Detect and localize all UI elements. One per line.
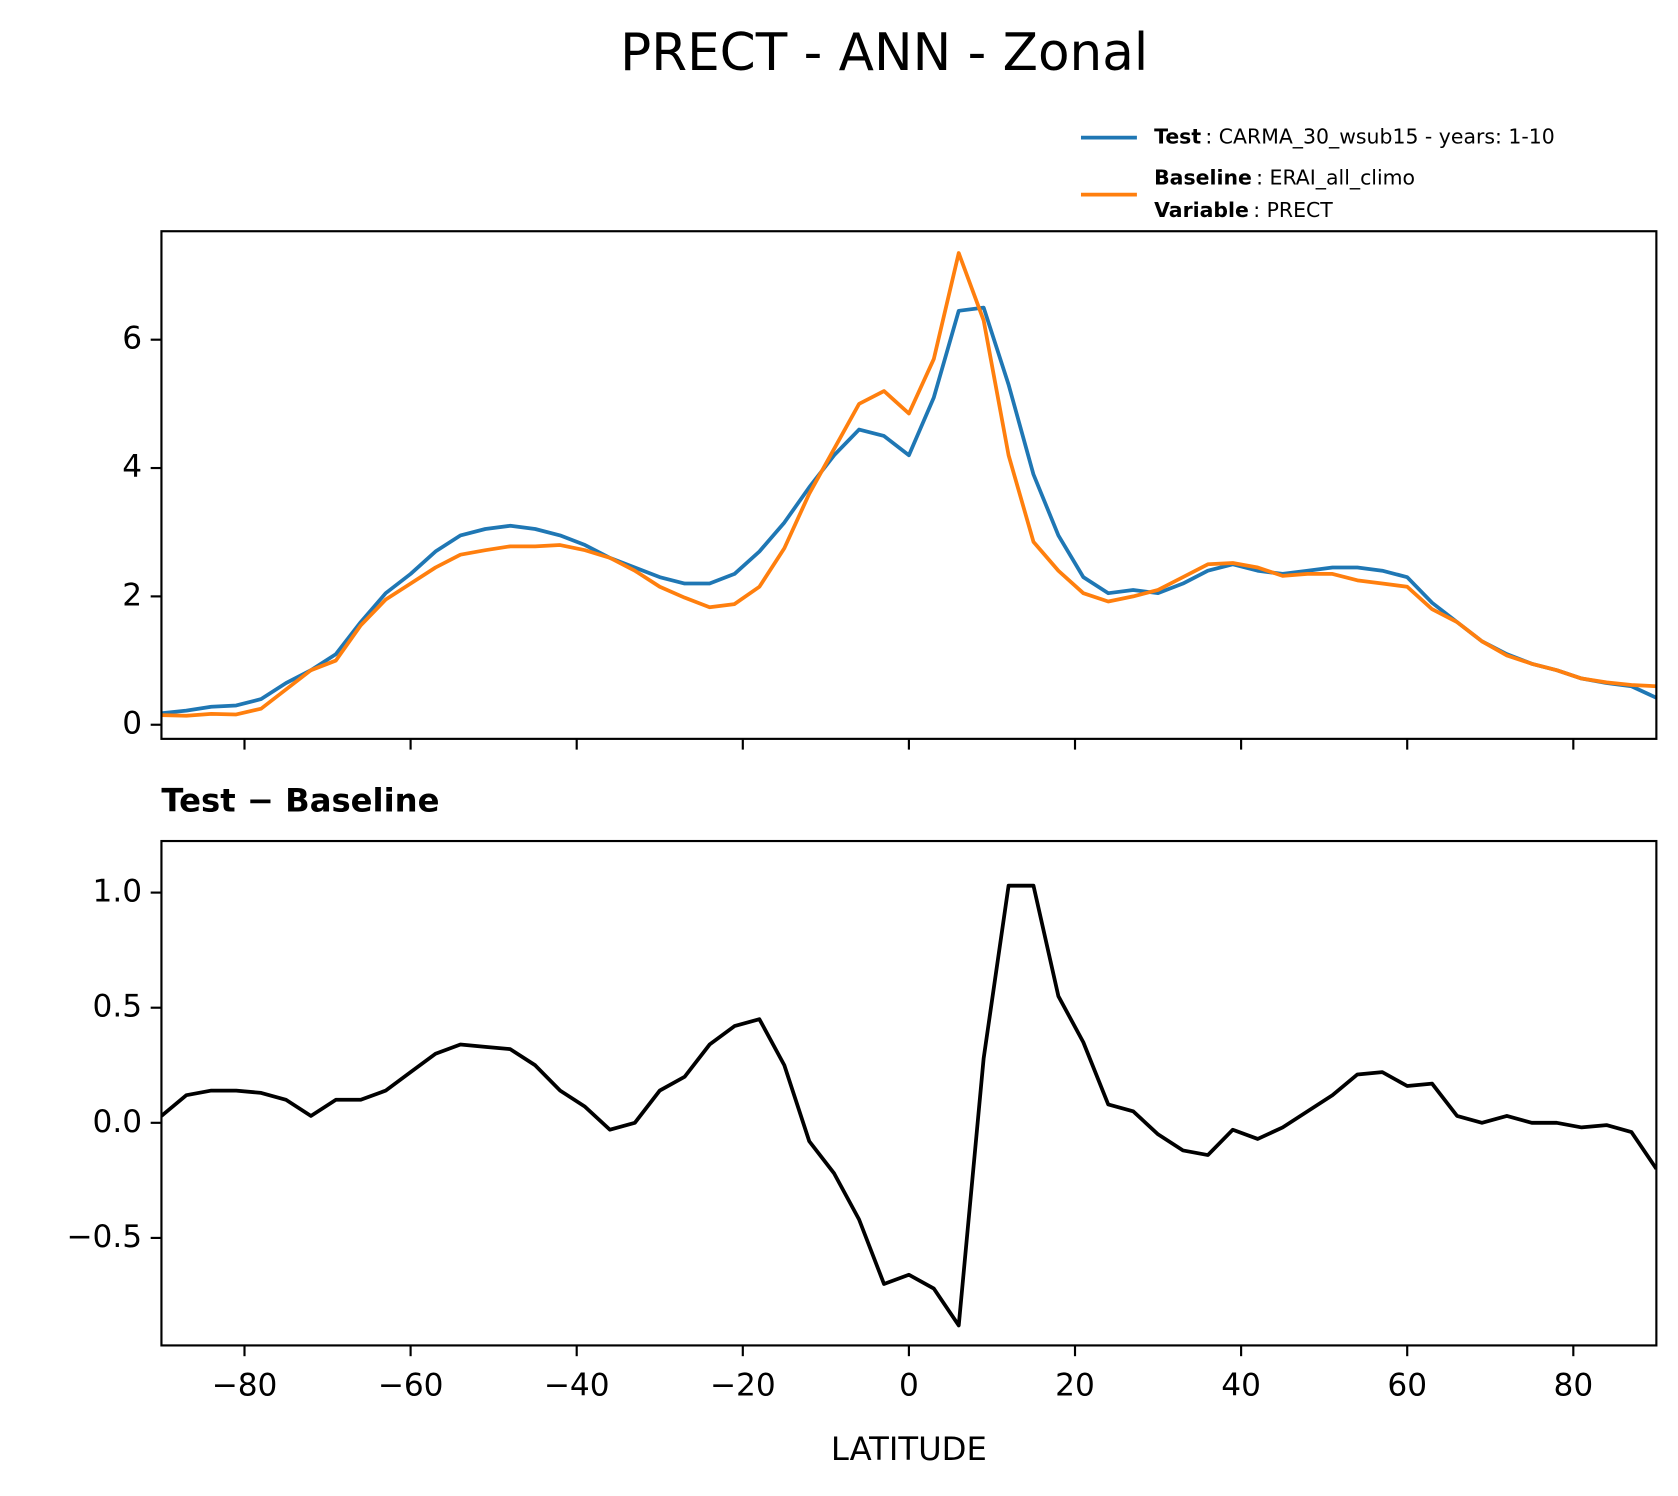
data-line [161,305,1657,716]
legend-name: Variable [1154,198,1249,222]
x-tick-label: −20 [710,1367,776,1403]
x-tick-label: 20 [1055,1367,1095,1403]
legend-info: : PRECT [1253,198,1333,222]
y-tick-label: 4 [122,449,142,485]
data-line [161,251,1657,718]
y-tick-label: −0.5 [66,1219,142,1255]
x-tick-label: 80 [1553,1367,1593,1403]
legend-name: Test [1154,125,1201,149]
y-tick-label: 0.5 [93,989,143,1025]
plot-frame [160,839,1658,1347]
y-tick-label: 1.0 [93,874,143,910]
chart-title: PRECT - ANN - Zonal [620,23,1148,83]
x-tick-label: −40 [544,1367,610,1403]
x-tick-label: −60 [378,1367,444,1403]
y-tick-label: 0.0 [93,1104,143,1140]
data-line [161,883,1657,1328]
legend-info: : CARMA_30_wsub15 - years: 1-10 [1205,125,1554,150]
x-tick-label: −80 [212,1367,278,1403]
y-tick-label: 0 [122,706,142,742]
y-tick-label: 2 [122,577,142,613]
legend-entry: Variable: PRECT [1154,198,1333,222]
x-tick-label: 40 [1221,1367,1261,1403]
legend-info: : ERAI_all_climo [1256,166,1415,191]
legend-entry: Test: CARMA_30_wsub15 - years: 1-10 [1154,125,1555,150]
x-tick-label: 60 [1387,1367,1427,1403]
x-axis-label: LATITUDE [831,1430,987,1468]
plot-frame [160,230,1658,740]
legend-name: Baseline [1154,166,1252,190]
panel-title: Test − Baseline [161,781,439,819]
y-tick-label: 6 [122,321,142,357]
x-tick-label: 0 [899,1367,919,1403]
legend-entry: Baseline: ERAI_all_climo [1154,166,1415,191]
